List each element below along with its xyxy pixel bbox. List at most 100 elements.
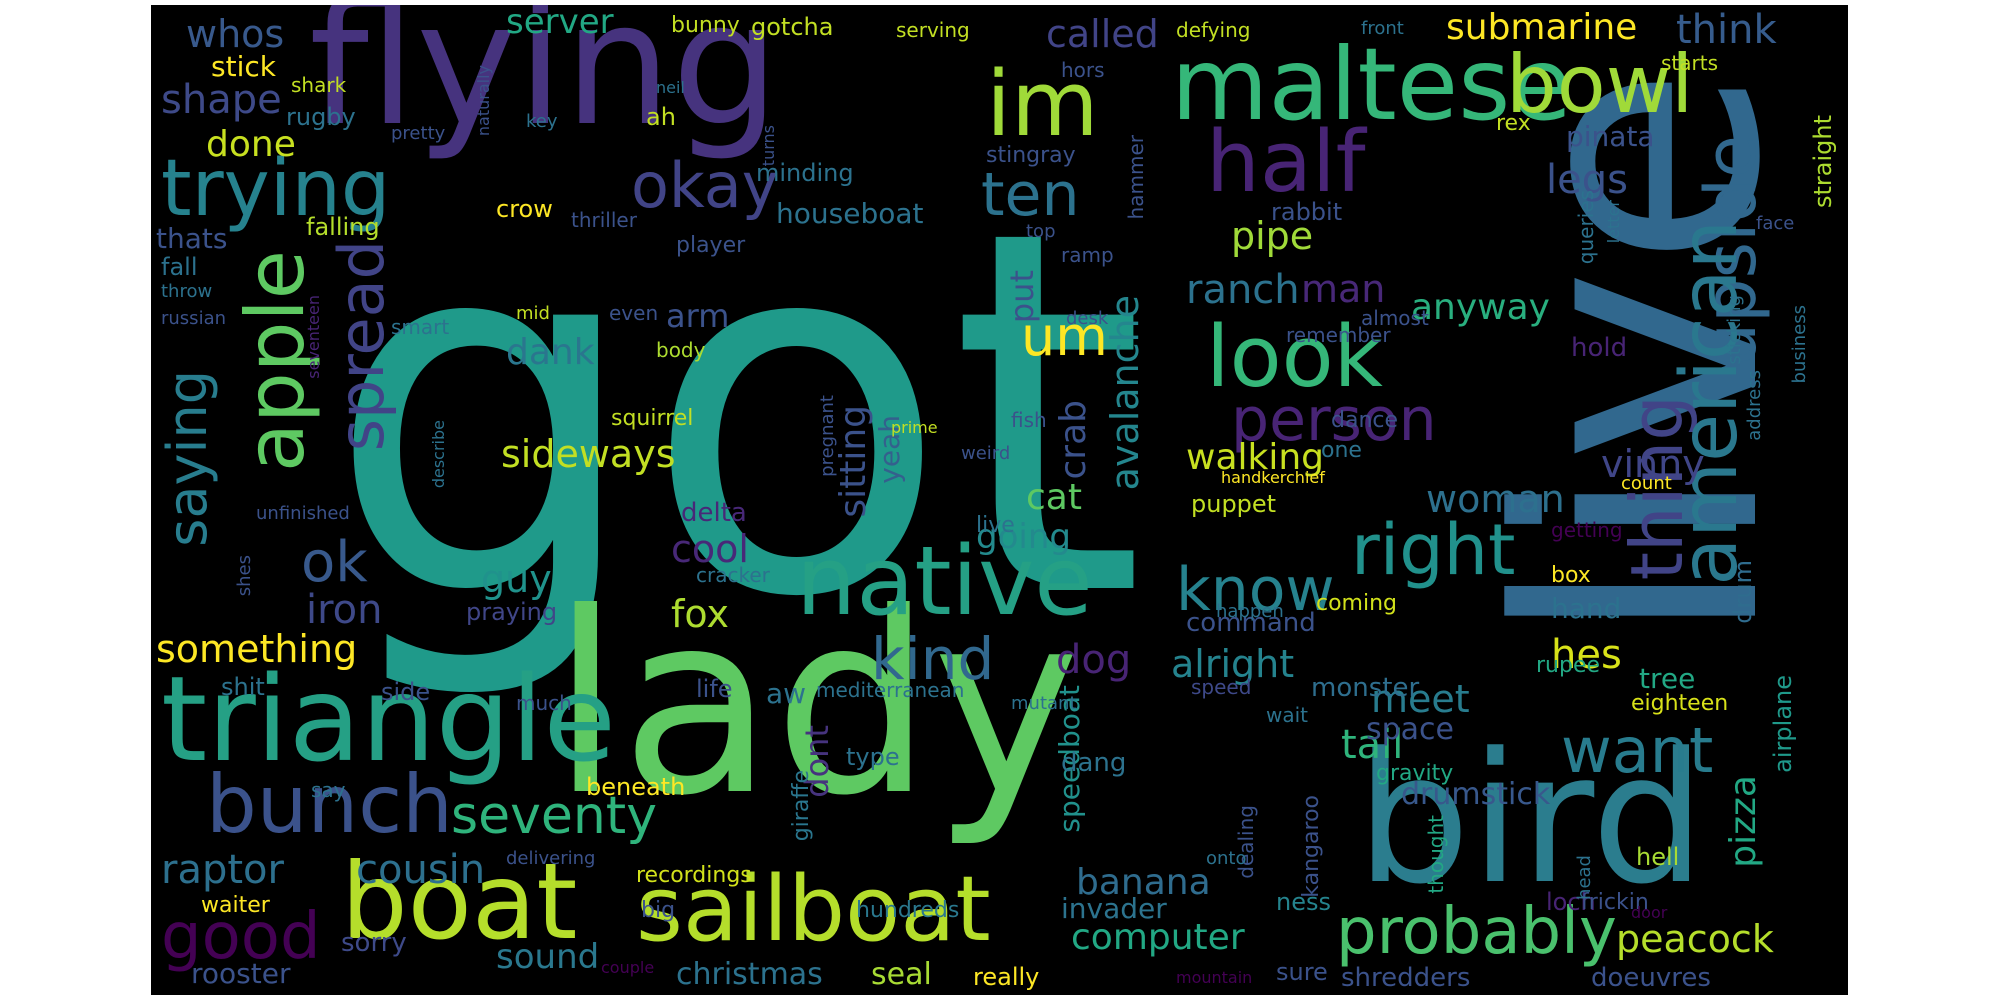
- word-hand: hand: [1551, 592, 1622, 625]
- word-christmas: christmas: [676, 957, 823, 992]
- word-boat: boat: [341, 841, 578, 963]
- word-much: much: [516, 691, 572, 715]
- word-dog: dog: [1056, 637, 1132, 683]
- word-ten: ten: [981, 160, 1080, 230]
- word-hundreds: hundreds: [856, 898, 960, 923]
- word-praying: praying: [466, 598, 558, 626]
- word-defying: defying: [1176, 18, 1251, 42]
- word-smart: smart: [391, 315, 450, 339]
- word-ranch: ranch: [1186, 267, 1300, 313]
- word-shes: shes: [234, 555, 255, 597]
- word-coming: coming: [1316, 591, 1398, 616]
- word-american: american: [1665, 220, 1755, 586]
- word-person: person: [1231, 385, 1437, 455]
- word-key: key: [526, 111, 558, 132]
- word-seventy: seventy: [451, 786, 657, 846]
- word-mutant: mutant: [1011, 693, 1077, 714]
- word-door: door: [1631, 903, 1668, 922]
- word-describe: describe: [429, 420, 448, 489]
- word-shredders: shredders: [1341, 963, 1471, 993]
- word-eighteen: eighteen: [1631, 691, 1729, 716]
- word-think: think: [1676, 7, 1777, 53]
- word-body: body: [656, 338, 706, 362]
- word-cool: cool: [671, 527, 749, 571]
- word-getting: getting: [1551, 518, 1623, 542]
- word-letter: letter: [1604, 200, 1623, 244]
- word-minding: minding: [756, 159, 854, 187]
- word-straight: straight: [1809, 115, 1837, 209]
- word-pipe: pipe: [1231, 214, 1314, 258]
- word-vinny: vinny: [1601, 442, 1705, 486]
- word-puppet: puppet: [1191, 490, 1277, 518]
- word-thats: thats: [156, 222, 228, 255]
- word-alright: alright: [1171, 642, 1295, 686]
- word-im: im: [986, 52, 1099, 157]
- word-done: done: [206, 124, 296, 165]
- word-handkerchief: handkerchief: [1221, 468, 1325, 487]
- word-top: top: [1026, 221, 1056, 242]
- word-face: face: [1756, 213, 1795, 234]
- word-something: something: [156, 627, 358, 671]
- word-aw: aw: [766, 677, 807, 710]
- word-crow: crow: [496, 195, 553, 223]
- word-dank: dank: [506, 332, 595, 373]
- word-shape: shape: [161, 77, 282, 123]
- word-rabbit: rabbit: [1271, 198, 1343, 226]
- word-kind: kind: [871, 625, 995, 693]
- word-fox: fox: [671, 592, 729, 636]
- word-speed: speed: [1191, 675, 1252, 699]
- word-bird: bird: [1356, 715, 1706, 924]
- word-even: even: [609, 301, 659, 325]
- word-stick: stick: [211, 50, 276, 83]
- word-queries: queries: [1574, 190, 1598, 265]
- word-look: look: [1206, 308, 1383, 407]
- word-onto: onto: [1206, 848, 1247, 869]
- word-sailboat: sailboat: [636, 857, 991, 962]
- word-anyway: anyway: [1411, 287, 1550, 328]
- word-man: man: [1301, 267, 1386, 311]
- word-kangaroo: kangaroo: [1299, 795, 1324, 898]
- word-drum: drum: [1729, 560, 1757, 624]
- word-iron: iron: [306, 587, 383, 633]
- word-hes: hes: [1551, 632, 1622, 678]
- word-woman: woman: [1426, 477, 1565, 521]
- word-tail: tail: [1341, 722, 1404, 768]
- word-say: say: [311, 778, 346, 802]
- word-hammer: hammer: [1124, 135, 1148, 220]
- word-sound: sound: [496, 937, 600, 977]
- word-front: front: [1361, 18, 1404, 39]
- word-sideways: sideways: [501, 432, 676, 476]
- word-meet: meet: [1371, 677, 1470, 721]
- word-arm: arm: [666, 297, 730, 335]
- word-crab: crab: [1053, 400, 1094, 480]
- word-hell: hell: [1636, 843, 1680, 871]
- word-almost: almost: [1361, 306, 1429, 330]
- word-happen: happen: [1216, 601, 1284, 622]
- word-peacock: peacock: [1616, 917, 1774, 961]
- word-seventeen: seventeen: [304, 295, 323, 379]
- word-box: box: [1551, 563, 1591, 588]
- word-want: want: [1561, 714, 1714, 787]
- word-unfinished: unfinished: [256, 503, 350, 524]
- word-type: type: [846, 743, 900, 771]
- word-thought: thought: [1424, 815, 1448, 894]
- word-sorry: sorry: [341, 928, 407, 958]
- word-prime: prime: [891, 418, 938, 437]
- word-remember: remember: [1286, 323, 1391, 347]
- word-walking: walking: [1186, 437, 1325, 478]
- word-rex: rex: [1496, 111, 1531, 136]
- word-spread: spread: [325, 240, 398, 452]
- word-business: business: [1789, 305, 1810, 384]
- word-cracker: cracker: [696, 563, 770, 587]
- word-naturally: naturally: [474, 65, 493, 137]
- word-sticking: sticking: [1724, 295, 1745, 365]
- word-invader: invader: [1061, 892, 1167, 925]
- word-computer: computer: [1071, 917, 1245, 958]
- word-squirrel: squirrel: [611, 406, 694, 431]
- word-address: address: [1744, 370, 1765, 441]
- word-tree: tree: [1639, 662, 1696, 695]
- word-life: life: [696, 675, 733, 703]
- word-legs: legs: [1546, 157, 1628, 203]
- word-really: really: [973, 963, 1040, 991]
- word-pretty: pretty: [391, 123, 446, 144]
